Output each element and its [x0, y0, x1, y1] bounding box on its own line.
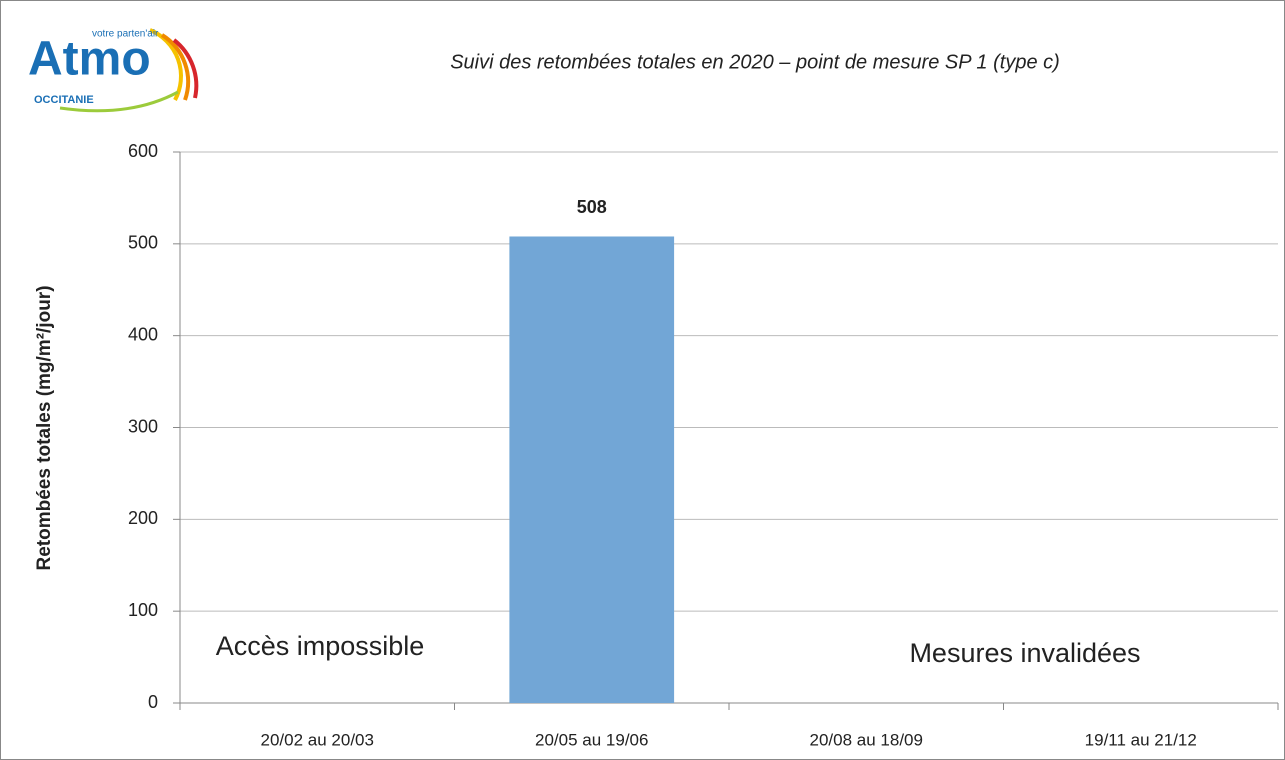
logo: Atmo votre parten'air OCCITANIE [28, 28, 199, 113]
x-tick-label: 20/05 au 19/06 [535, 730, 648, 749]
y-tick-label: 0 [148, 692, 158, 712]
logo-arc [59, 90, 179, 113]
annotation: Mesures invalidées [909, 638, 1140, 668]
logo-arc [172, 38, 199, 99]
y-tick-label: 500 [128, 233, 158, 253]
x-tick-label: 20/08 au 18/09 [810, 730, 923, 749]
logo-arc [149, 28, 183, 101]
y-axis-label: Retombées totales (mg/m²/jour) [34, 285, 55, 570]
y-tick-label: 100 [128, 600, 158, 620]
x-tick-label: 19/11 au 21/12 [1085, 730, 1197, 749]
bar [509, 236, 675, 703]
x-tick-label: 20/02 au 20/03 [261, 730, 374, 749]
y-tick-label: 600 [128, 141, 158, 161]
annotation: Accès impossible [216, 631, 425, 661]
logo-tagline: votre parten'air [92, 29, 159, 40]
y-tick-label: 200 [128, 508, 158, 528]
logo-arc [160, 33, 191, 101]
logo-name: Atmo [28, 33, 151, 86]
chart-title: Suivi des retombées totales en 2020 – po… [450, 51, 1060, 73]
data-label: 508 [577, 197, 607, 217]
y-tick-label: 400 [128, 324, 158, 344]
logo-region: OCCITANIE [34, 94, 94, 106]
y-tick-label: 300 [128, 416, 158, 436]
